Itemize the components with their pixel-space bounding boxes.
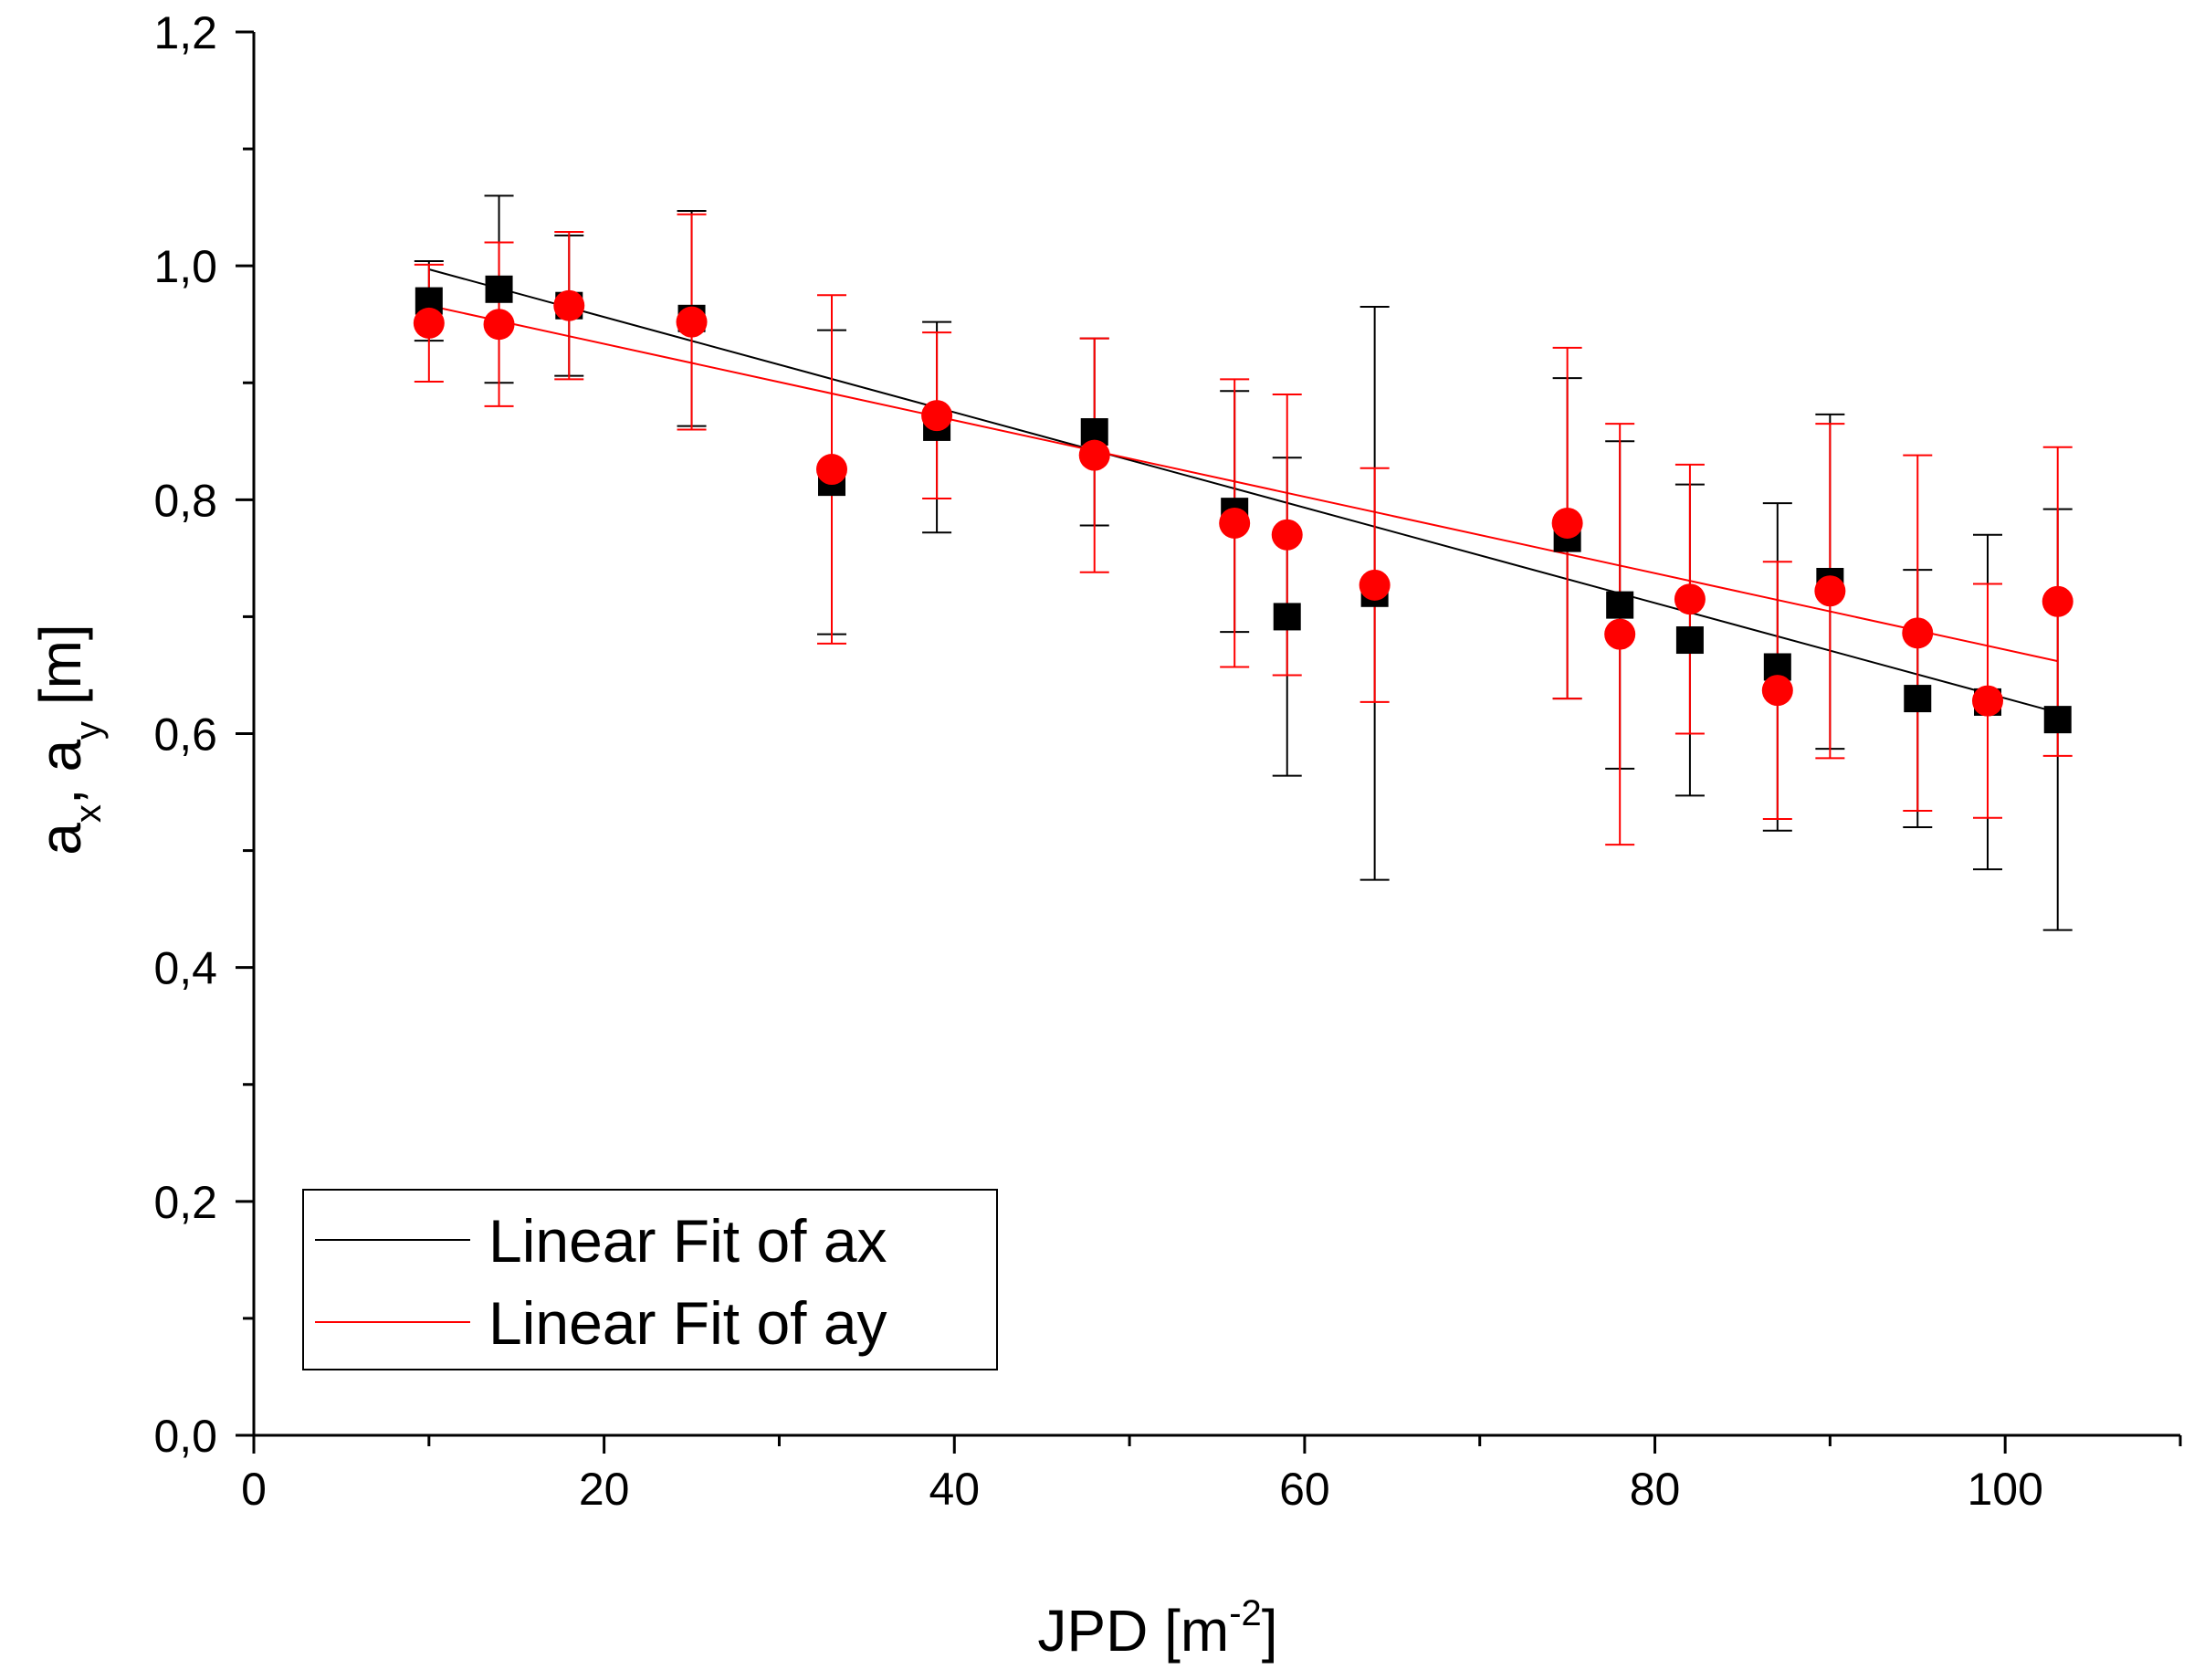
x-tick-label: 80	[1630, 1464, 1681, 1515]
fit-line-ax	[428, 268, 2058, 714]
legend: Linear Fit of ax Linear Fit of ay	[302, 1189, 998, 1370]
data-point-ax	[1273, 603, 1301, 631]
x-tick-label: 60	[1279, 1464, 1330, 1515]
data-point-ay	[1078, 439, 1110, 471]
y-axis-title: ax, ay [m]	[27, 624, 109, 855]
x-axis-title: JPD [m-2]	[1037, 1593, 1277, 1664]
data-point-ay	[676, 306, 708, 338]
data-point-ay	[816, 454, 847, 486]
y-tick-label: 0,6	[153, 709, 217, 761]
data-point-ax	[1675, 626, 1704, 655]
data-point-ay	[1674, 583, 1706, 615]
data-point-ay	[1604, 618, 1636, 650]
x-tick-label: 100	[1967, 1464, 2042, 1515]
axes: 0 20 40 60 80 100 0,0 0,2 0,4 0,6 0,8 1,0 1,2	[153, 7, 2182, 1515]
data-point-ay	[1551, 507, 1583, 539]
data-point-ay	[2042, 585, 2073, 617]
data-point-ay	[1902, 617, 1934, 649]
data-point-ax	[485, 275, 513, 303]
y-tick-label: 0,0	[153, 1411, 217, 1462]
x-tick-label: 0	[241, 1464, 267, 1515]
error-bars	[414, 194, 2073, 931]
data-point-ax	[1904, 685, 1932, 713]
y-tick-label: 1,2	[153, 7, 217, 58]
fit-line-ay	[428, 304, 2058, 663]
y-tick-label: 0,8	[153, 475, 217, 526]
legend-label-ax: Linear Fit of ax	[488, 1207, 887, 1275]
data-point-ay	[553, 289, 585, 321]
y-tick-label: 1,0	[153, 241, 217, 292]
fit-lines	[428, 268, 2058, 714]
x-tick-label: 40	[929, 1464, 980, 1515]
data-point-ay	[1761, 675, 1793, 707]
y-tick-label: 0,2	[153, 1177, 217, 1228]
data-point-ax	[2043, 706, 2072, 734]
data-point-ay	[1219, 507, 1251, 539]
data-point-ay	[1271, 519, 1303, 551]
y-tick-label: 0,4	[153, 943, 217, 994]
data-point-ay	[483, 309, 515, 341]
x-tick-label: 20	[579, 1464, 630, 1515]
data-point-ax	[1606, 591, 1634, 619]
legend-box	[302, 1189, 998, 1370]
data-point-ay	[1359, 569, 1391, 601]
data-point-ay	[413, 307, 445, 339]
legend-label-ay: Linear Fit of ay	[488, 1289, 887, 1357]
data-point-ay	[1814, 575, 1846, 607]
data-point-ay	[1972, 685, 2003, 717]
data-points	[413, 275, 2073, 734]
data-point-ay	[921, 400, 953, 432]
